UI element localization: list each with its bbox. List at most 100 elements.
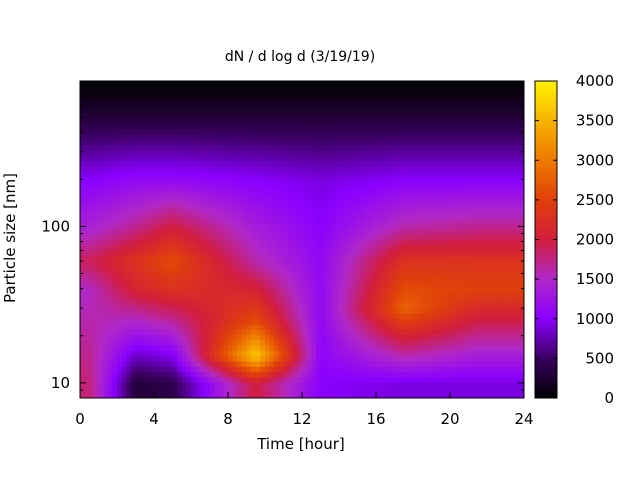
heatmap-cell: [214, 302, 220, 309]
heatmap-cell: [163, 213, 169, 219]
heatmap-cell: [117, 382, 123, 389]
heatmap-cell: [352, 91, 359, 98]
heatmap-cell: [450, 202, 456, 209]
heatmap-cell: [357, 170, 363, 177]
heatmap-cell: [135, 376, 141, 383]
heatmap-cell: [172, 102, 178, 109]
heatmap-cell: [251, 228, 257, 235]
heatmap-cell: [98, 223, 104, 230]
heatmap-cell: [177, 302, 183, 309]
heatmap-cell: [246, 228, 252, 235]
heatmap-cell: [255, 361, 261, 367]
heatmap-cell: [329, 91, 335, 98]
heatmap-cell: [251, 160, 257, 167]
heatmap-cell: [214, 387, 220, 394]
heatmap-cell: [265, 244, 271, 251]
heatmap-cell: [112, 302, 118, 309]
heatmap-cell: [163, 355, 169, 362]
heatmap-cell: [204, 202, 211, 209]
heatmap-cell: [246, 139, 252, 145]
heatmap-cell: [357, 191, 363, 198]
heatmap-cell: [223, 228, 229, 235]
heatmap-cell: [163, 186, 169, 193]
heatmap-cell: [177, 223, 183, 230]
heatmap-cell: [394, 276, 400, 283]
heatmap-cell: [135, 255, 141, 262]
heatmap-cell: [445, 281, 451, 288]
heatmap-cell: [315, 207, 322, 214]
heatmap-cell: [172, 355, 178, 362]
heatmap-cell: [302, 324, 308, 330]
heatmap-cell: [348, 287, 354, 293]
heatmap-cell: [167, 244, 174, 251]
heatmap-cell: [376, 191, 382, 198]
heatmap-cell: [302, 297, 308, 304]
heatmap-cell: [121, 308, 127, 315]
heatmap-cell: [334, 308, 340, 315]
heatmap-cell: [80, 255, 86, 262]
heatmap-cell: [385, 117, 391, 124]
heatmap-cell: [417, 366, 423, 373]
heatmap-cell: [339, 86, 345, 93]
heatmap-cell: [431, 392, 437, 398]
heatmap-cell: [200, 86, 206, 93]
heatmap-cell: [315, 160, 322, 167]
heatmap-cell: [223, 302, 229, 309]
heatmap-cell: [121, 191, 127, 198]
heatmap-cell: [89, 376, 95, 383]
heatmap-cell: [343, 165, 349, 172]
heatmap-cell: [302, 117, 308, 124]
heatmap-cell: [135, 265, 141, 272]
heatmap-cell: [315, 250, 322, 256]
heatmap-cell: [172, 197, 178, 204]
heatmap-cell: [357, 366, 363, 373]
heatmap-cell: [422, 355, 428, 362]
heatmap-cell: [311, 387, 317, 394]
heatmap-cell: [214, 112, 220, 119]
heatmap-cell: [445, 271, 451, 278]
heatmap-cell: [84, 287, 90, 293]
heatmap-cell: [246, 382, 252, 389]
heatmap-cell: [89, 276, 95, 283]
heatmap-cell: [269, 96, 275, 103]
heatmap-cell: [121, 387, 127, 394]
heatmap-cell: [431, 361, 437, 367]
heatmap-cell: [311, 392, 317, 398]
heatmap-cell: [343, 355, 349, 362]
heatmap-cell: [394, 244, 400, 251]
heatmap-cell: [260, 302, 266, 309]
heatmap-cell: [348, 281, 354, 288]
heatmap-cell: [103, 361, 109, 367]
heatmap-cell: [181, 271, 187, 278]
heatmap-cell: [385, 387, 391, 394]
heatmap-cell: [163, 234, 169, 241]
heatmap-cell: [214, 160, 220, 167]
heatmap-cell: [191, 170, 197, 177]
heatmap-cell: [440, 186, 446, 193]
heatmap-cell: [357, 339, 363, 346]
heatmap-cell: [440, 223, 446, 230]
heatmap-cell: [348, 223, 354, 230]
heatmap-cell: [311, 255, 317, 262]
heatmap-cell: [422, 324, 428, 330]
heatmap-cell: [200, 144, 206, 151]
heatmap-cell: [440, 265, 446, 272]
heatmap-cell: [89, 355, 95, 362]
heatmap-cell: [445, 176, 451, 182]
heatmap-cell: [394, 313, 400, 320]
heatmap-cell: [195, 361, 201, 367]
heatmap-cell: [126, 392, 132, 398]
heatmap-cell: [311, 154, 317, 161]
heatmap-cell: [191, 91, 197, 98]
heatmap-cell: [140, 345, 146, 352]
heatmap-cell: [399, 271, 405, 278]
heatmap-cell: [440, 91, 446, 98]
heatmap-cell: [413, 387, 419, 394]
heatmap-cell: [200, 260, 206, 267]
heatmap-cell: [311, 234, 317, 241]
heatmap-cell: [431, 244, 437, 251]
heatmap-cell: [426, 387, 433, 394]
heatmap-cell: [228, 334, 234, 341]
heatmap-cell: [158, 112, 164, 119]
heatmap-cell: [181, 371, 187, 378]
